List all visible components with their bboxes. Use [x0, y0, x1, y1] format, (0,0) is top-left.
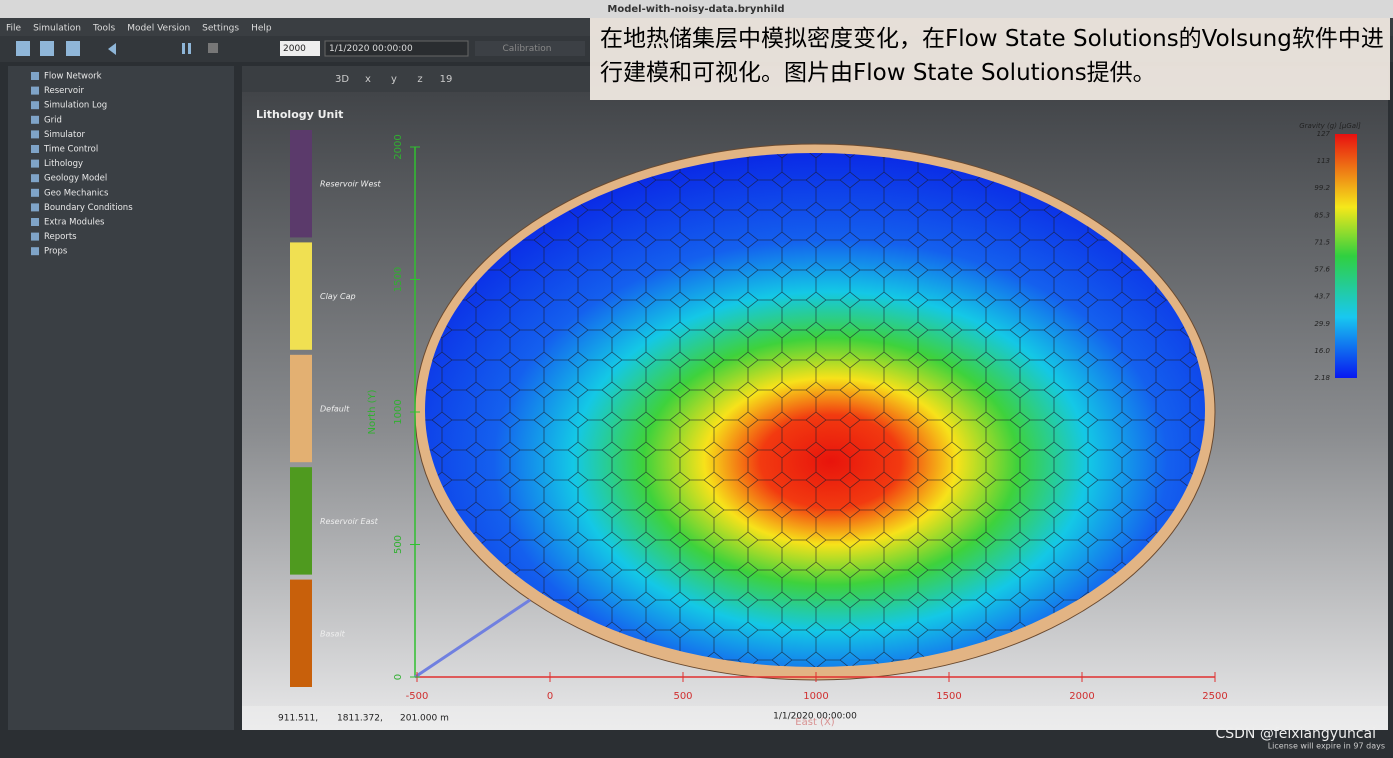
colorbar-tick-label: 99.2 — [1314, 184, 1330, 192]
mesh — [425, 153, 1205, 667]
menu-item[interactable]: Model Version — [127, 24, 190, 34]
mode-label: Calibration — [503, 44, 552, 54]
date-field[interactable] — [324, 40, 469, 57]
y-label: North (Y) — [367, 389, 378, 434]
lithology-swatch — [290, 354, 312, 463]
tree-icon — [31, 130, 39, 139]
tree-item[interactable]: Props — [44, 247, 68, 257]
colorbar-tick-label: 85.3 — [1314, 211, 1330, 219]
tree-item[interactable]: Geology Model — [44, 174, 107, 184]
tree-icon — [31, 218, 39, 226]
x-tick-label: 2500 — [1202, 691, 1227, 702]
toolbar-icons — [16, 41, 218, 56]
tree-item[interactable]: Grid — [44, 115, 62, 125]
tree-item[interactable]: Reservoir — [44, 86, 84, 96]
lithology-swatch — [290, 579, 312, 687]
lithology-swatch — [290, 467, 312, 575]
window-title: Model-with-noisy-data.brynhild — [607, 4, 784, 15]
tree-icon — [31, 145, 39, 153]
tree-icon — [31, 159, 39, 168]
tree-icon — [31, 247, 39, 256]
y-tick-label: 1000 — [393, 399, 404, 424]
colorbar-tick-label: 43.7 — [1314, 293, 1330, 301]
x-tick-label: 500 — [673, 691, 692, 702]
colorbar-tick-label: 16.0 — [1314, 347, 1330, 355]
sidebar — [8, 66, 234, 730]
status-bar — [242, 706, 1388, 730]
y-tick-label: 500 — [393, 535, 404, 554]
view-button[interactable]: 3D — [335, 74, 349, 85]
status-z: 201.000 m — [400, 714, 449, 724]
lithology-label: Clay Cap — [320, 292, 356, 301]
tree-icon — [31, 203, 39, 212]
y-tick-label: 0 — [393, 674, 404, 680]
colorbar — [1335, 134, 1357, 378]
tree-icon — [31, 232, 39, 241]
y-tick-label: 1500 — [393, 267, 404, 292]
x-tick-label: 1500 — [936, 691, 961, 702]
lithology-title: Lithology Unit — [256, 108, 343, 121]
colorbar-tick-label: 127 — [1317, 130, 1331, 138]
z-axis — [414, 598, 531, 679]
view-toolbar — [242, 66, 590, 92]
colorbar-title: Gravity (g) [µGal] — [1299, 122, 1361, 130]
lithology-label: Basalt — [320, 629, 346, 638]
tree-icon — [31, 188, 39, 197]
tree-icon — [31, 72, 39, 80]
x-tick-label: 1000 — [803, 691, 828, 702]
lithology-swatch — [290, 242, 312, 350]
tree-item[interactable]: Flow Network — [44, 72, 102, 82]
view-button[interactable]: y — [391, 74, 397, 85]
tree-item[interactable]: Extra Modules — [44, 218, 105, 228]
status-time: 1/1/2020 00:00:00 — [773, 712, 857, 722]
tree-item[interactable]: Lithology — [44, 159, 83, 169]
tree-item[interactable]: Simulator — [44, 130, 86, 140]
tree-item[interactable]: Geo Mechanics — [44, 188, 109, 198]
mode-button[interactable] — [475, 41, 585, 56]
step-value: 2000 — [283, 44, 306, 54]
menu-item[interactable]: Help — [251, 24, 272, 34]
menu-item[interactable]: Simulation — [33, 24, 81, 34]
menu-item[interactable]: File — [6, 24, 22, 34]
x-tick-label: 0 — [547, 691, 553, 702]
colorbar-tick-label: 2.18 — [1314, 374, 1330, 382]
tree-icon — [31, 101, 39, 110]
status-x: 911.511, — [278, 714, 318, 724]
watermark: CSDN @feixiangyuncai — [1215, 726, 1376, 742]
tree-item[interactable]: Time Control — [43, 145, 98, 155]
view-button[interactable]: 19 — [440, 74, 453, 85]
lithology-label: Default — [320, 405, 350, 414]
y-tick-label: 2000 — [393, 134, 404, 159]
caption: 在地热储集层中模拟密度变化，在Flow State Solutions的Vols… — [600, 26, 1384, 86]
x-tick-label: -500 — [406, 691, 429, 702]
tree-item[interactable]: Reports — [44, 232, 77, 242]
tree-icon — [31, 174, 39, 183]
x-tick-label: 2000 — [1069, 691, 1094, 702]
title-bar — [0, 0, 1393, 18]
menu-item[interactable]: Settings — [202, 24, 239, 34]
license-note: License will expire in 97 days — [1268, 742, 1385, 751]
tree-icon — [31, 86, 39, 95]
caption-holder: 在地热储集层中模拟密度变化，在Flow State Solutions的Vols… — [600, 26, 1384, 86]
colorbar-tick-label: 57.6 — [1314, 266, 1330, 274]
tree-icon — [31, 115, 39, 124]
caption-box — [590, 18, 1390, 100]
view-button[interactable]: x — [365, 74, 371, 85]
colorbar-tick-label: 71.5 — [1314, 238, 1330, 246]
colorbar-tick-label: 113 — [1317, 157, 1330, 165]
tree-item[interactable]: Boundary Conditions — [44, 203, 133, 213]
lithology-label: Reservoir East — [320, 517, 379, 526]
view-button[interactable]: z — [417, 74, 422, 85]
status-y: 1811.372, — [337, 714, 383, 724]
step-field[interactable] — [280, 41, 320, 56]
date-value: 1/1/2020 00:00:00 — [329, 44, 413, 54]
tree-item[interactable]: Simulation Log — [44, 101, 107, 111]
lithology-label: Reservoir West — [320, 180, 382, 189]
menu-item[interactable]: Tools — [92, 24, 115, 34]
colorbar-tick-label: 29.9 — [1314, 320, 1330, 328]
lithology-swatch — [290, 130, 312, 238]
